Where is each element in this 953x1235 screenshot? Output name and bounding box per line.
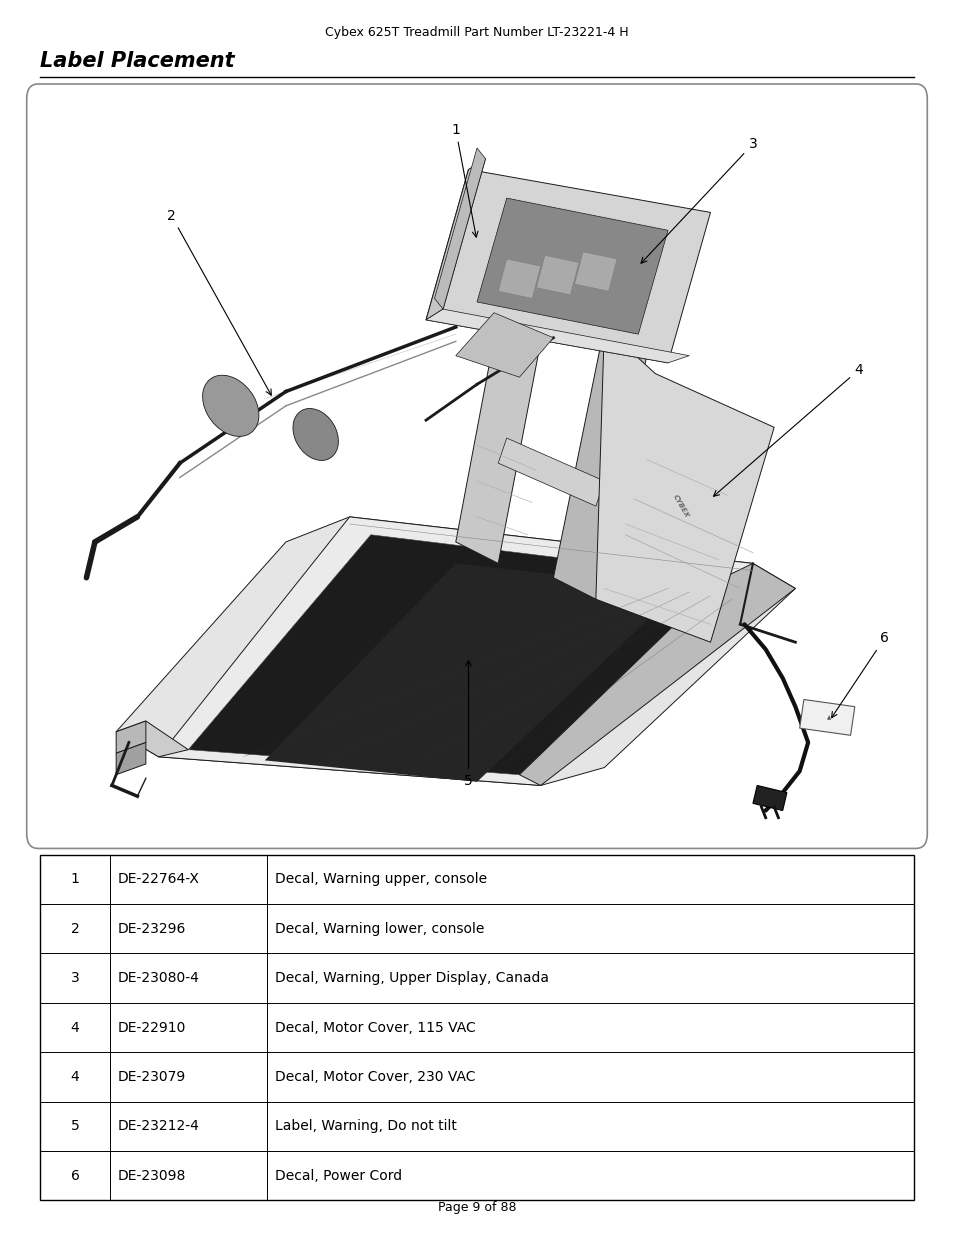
Polygon shape bbox=[116, 721, 146, 753]
Polygon shape bbox=[426, 169, 710, 363]
Text: Decal, Warning, Upper Display, Canada: Decal, Warning, Upper Display, Canada bbox=[274, 971, 548, 986]
Polygon shape bbox=[456, 312, 553, 377]
Polygon shape bbox=[426, 309, 688, 363]
Polygon shape bbox=[596, 327, 774, 642]
Text: 5: 5 bbox=[71, 1119, 79, 1134]
Text: Decal, Motor Cover, 115 VAC: Decal, Motor Cover, 115 VAC bbox=[274, 1020, 476, 1035]
Text: 2: 2 bbox=[167, 209, 271, 395]
Text: 4: 4 bbox=[71, 1070, 79, 1084]
Polygon shape bbox=[158, 516, 752, 785]
Text: DE-22764-X: DE-22764-X bbox=[117, 872, 199, 887]
Text: Decal, Motor Cover, 230 VAC: Decal, Motor Cover, 230 VAC bbox=[274, 1070, 475, 1084]
Text: DE-23079: DE-23079 bbox=[117, 1070, 186, 1084]
Text: Cybex 625T Treadmill Part Number LT-23221-4 H: Cybex 625T Treadmill Part Number LT-2322… bbox=[325, 26, 628, 38]
Polygon shape bbox=[188, 535, 722, 774]
Polygon shape bbox=[536, 256, 578, 295]
Text: Decal, Power Cord: Decal, Power Cord bbox=[274, 1168, 401, 1183]
Polygon shape bbox=[116, 742, 146, 774]
Polygon shape bbox=[553, 327, 646, 599]
Ellipse shape bbox=[293, 409, 338, 461]
Text: ▲: ▲ bbox=[826, 715, 831, 720]
Text: Page 9 of 88: Page 9 of 88 bbox=[437, 1202, 516, 1214]
Text: Decal, Warning upper, console: Decal, Warning upper, console bbox=[274, 872, 487, 887]
Text: 1: 1 bbox=[451, 122, 477, 237]
Text: DE-23212-4: DE-23212-4 bbox=[117, 1119, 199, 1134]
Polygon shape bbox=[799, 699, 854, 735]
Text: DE-23296: DE-23296 bbox=[117, 921, 186, 936]
Polygon shape bbox=[456, 295, 544, 563]
Text: CYBEX: CYBEX bbox=[671, 494, 689, 519]
Polygon shape bbox=[116, 516, 795, 785]
Text: 2: 2 bbox=[71, 921, 79, 936]
Polygon shape bbox=[574, 252, 617, 291]
Text: Label Placement: Label Placement bbox=[40, 51, 234, 70]
Polygon shape bbox=[476, 198, 667, 335]
Text: 1: 1 bbox=[71, 872, 79, 887]
Text: 3: 3 bbox=[640, 137, 757, 263]
Polygon shape bbox=[264, 563, 680, 782]
FancyBboxPatch shape bbox=[27, 84, 926, 848]
Polygon shape bbox=[434, 148, 485, 309]
Text: 4: 4 bbox=[71, 1020, 79, 1035]
Polygon shape bbox=[518, 563, 795, 785]
Text: 6: 6 bbox=[831, 631, 888, 718]
Text: Decal, Warning lower, console: Decal, Warning lower, console bbox=[274, 921, 484, 936]
Polygon shape bbox=[752, 785, 786, 810]
Text: DE-23098: DE-23098 bbox=[117, 1168, 186, 1183]
Text: DE-22910: DE-22910 bbox=[117, 1020, 186, 1035]
Bar bbox=[40, 855, 913, 1200]
Text: 4: 4 bbox=[713, 363, 862, 496]
Text: 6: 6 bbox=[71, 1168, 79, 1183]
Ellipse shape bbox=[202, 375, 258, 436]
Text: 3: 3 bbox=[71, 971, 79, 986]
Polygon shape bbox=[116, 721, 188, 757]
Text: 5: 5 bbox=[464, 661, 473, 788]
Polygon shape bbox=[497, 259, 540, 299]
Polygon shape bbox=[497, 438, 604, 506]
Text: Label, Warning, Do not tilt: Label, Warning, Do not tilt bbox=[274, 1119, 456, 1134]
Text: DE-23080-4: DE-23080-4 bbox=[117, 971, 199, 986]
Polygon shape bbox=[426, 158, 485, 320]
